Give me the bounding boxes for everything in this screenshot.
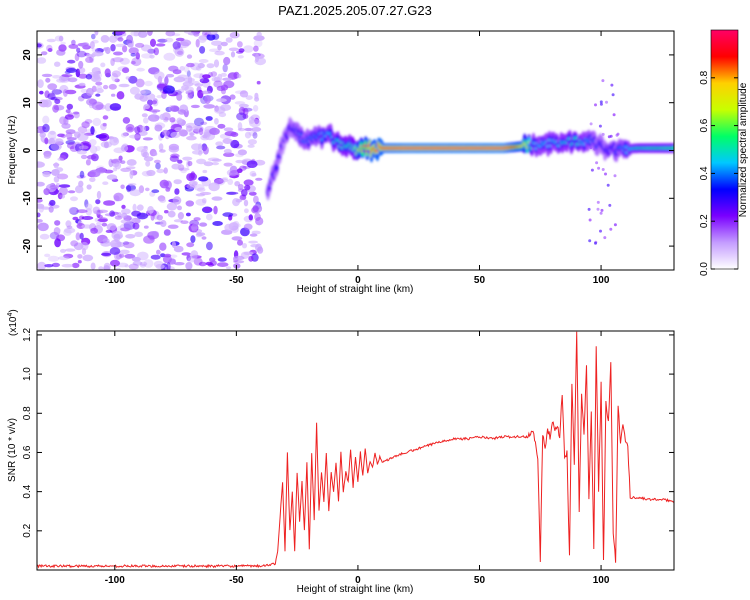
top-x-ticks: -100 -50 0 50 100	[105, 31, 610, 286]
y-tick-label: 1.0	[22, 367, 33, 381]
snr-panel: -100 -50 0 50 100 0.2 0.4 0.6 0.8 1.0 1.2 Height …	[7, 309, 675, 595]
y-multiplier-exponent: 4	[7, 313, 14, 317]
y-tick-label: 1.2	[22, 328, 33, 342]
x-tick-label: 100	[593, 575, 610, 586]
y-multiplier-close: )	[8, 309, 19, 312]
colorbar-label: Normalized spectral amplitude	[738, 82, 749, 217]
x-tick-label: 100	[593, 275, 610, 286]
colorbar-tick-label: 0.0	[699, 262, 710, 276]
y-tick-label: 0.2	[22, 523, 33, 537]
heatmap-signal-ridge	[265, 116, 674, 201]
bottom-y-ticks: 0.2 0.4 0.6 0.8 1.0 1.2	[22, 328, 674, 538]
y-tick-label: -20	[22, 238, 33, 253]
y-tick-label: 0.8	[22, 406, 33, 420]
x-tick-label: -100	[105, 575, 125, 586]
y-tick-label: 10	[22, 97, 33, 109]
y-tick-label: -10	[22, 191, 33, 206]
x-tick-label: 0	[355, 275, 361, 286]
bottom-x-ticks: -100 -50 0 50 100	[105, 331, 610, 586]
x-tick-label: -50	[229, 275, 244, 286]
x-tick-label: -50	[229, 575, 244, 586]
snr-series-line	[37, 331, 674, 569]
y-tick-label: 0.6	[22, 445, 33, 459]
y-tick-label: 20	[22, 49, 33, 61]
colorbar-gradient	[710, 29, 739, 270]
y-tick-label: 0.4	[22, 484, 33, 498]
x-tick-label: -100	[105, 275, 125, 286]
heatmap-noise-blobs	[37, 31, 620, 270]
bottom-y-axis-label: SNR (10 * v/v)	[7, 418, 18, 482]
y-multiplier-base: (x10	[8, 316, 19, 336]
colorbar-tick-label: 0.4	[699, 166, 710, 180]
x-tick-label: 50	[474, 275, 486, 286]
colorbar-ticks: 0.0 0.2 0.4 0.6 0.8	[699, 70, 738, 276]
snr-frame	[36, 330, 675, 571]
colorbar: 0.0 0.2 0.4 0.6 0.8 Normalized spectral ampl…	[699, 29, 749, 276]
figure-title: PAZ1.2025.205.07.27.G23	[278, 3, 432, 18]
colorbar-tick-label: 0.2	[699, 214, 710, 228]
top-y-ticks: -20 -10 0 10 20	[22, 49, 674, 253]
colorbar-tick-label: 0.6	[699, 118, 710, 132]
y-tick-label: 0	[22, 147, 33, 153]
top-x-axis-label: Height of straight line (km)	[297, 284, 414, 295]
top-y-axis-label: Frequency (Hz)	[7, 116, 18, 185]
y-multiplier: (x104)	[7, 309, 19, 336]
colorbar-tick-label: 0.8	[699, 70, 710, 84]
x-tick-label: 50	[474, 575, 486, 586]
x-tick-label: 0	[355, 575, 361, 586]
bottom-x-axis-label: Height of straight line (km)	[297, 584, 414, 595]
svg-text:(x104): (x104)	[7, 309, 19, 336]
